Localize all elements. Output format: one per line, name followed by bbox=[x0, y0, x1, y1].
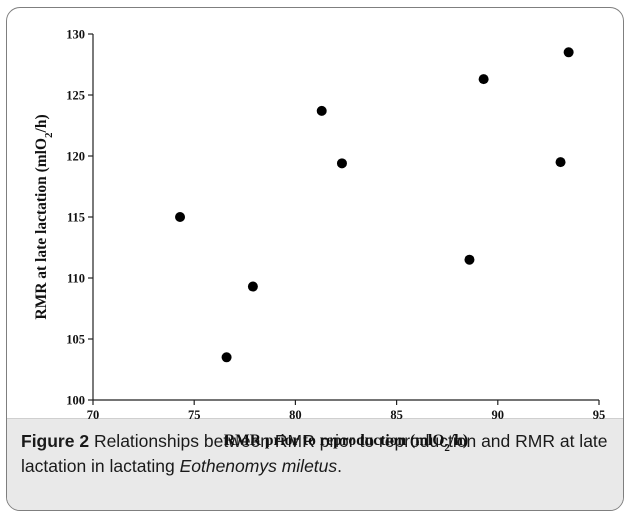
data-points bbox=[175, 47, 574, 363]
data-point bbox=[316, 105, 327, 116]
caption-text: Relationships between RMR prior to repro… bbox=[21, 431, 608, 476]
y-tick-label: 125 bbox=[66, 89, 85, 103]
figure-caption: Figure 2 Relationships between RMR prior… bbox=[21, 429, 611, 479]
y-tick-label: 110 bbox=[67, 272, 85, 286]
y-axis-label: RMR at late lactation (mlO2/h) bbox=[33, 114, 55, 319]
y-tick-label: 115 bbox=[67, 211, 85, 225]
y-axis-ticks: 100 105 110 115 120 125 130 bbox=[66, 28, 93, 408]
caption-label: Figure 2 bbox=[21, 431, 90, 451]
y-tick-label: 105 bbox=[66, 333, 85, 347]
y-tick-label: 100 bbox=[66, 394, 85, 408]
x-axis-label: RMR prior to reproduction (mlO2/h) bbox=[224, 432, 468, 454]
data-point bbox=[478, 74, 489, 85]
caption-end: . bbox=[337, 456, 343, 476]
x-axis-ticks: 70 75 80 85 90 95 bbox=[87, 400, 606, 422]
data-point bbox=[555, 157, 566, 168]
data-point bbox=[175, 212, 186, 222]
y-tick-label: 130 bbox=[66, 28, 85, 42]
figure-caption-area: Figure 2 Relationships between RMR prior… bbox=[7, 418, 623, 510]
data-point bbox=[336, 158, 347, 169]
data-point bbox=[563, 47, 574, 58]
figure-frame: Figure 2 Relationships between RMR prior… bbox=[6, 7, 624, 511]
data-point bbox=[247, 281, 258, 292]
x-tick-label: 90 bbox=[492, 408, 505, 422]
caption-species: Eothenomys miletus bbox=[179, 456, 338, 476]
data-point bbox=[464, 254, 475, 265]
x-tick-label: 70 bbox=[87, 408, 100, 422]
x-tick-label: 75 bbox=[188, 408, 201, 422]
chart-axes bbox=[92, 34, 599, 401]
y-tick-label: 120 bbox=[66, 150, 85, 164]
x-tick-label: 95 bbox=[593, 408, 606, 422]
x-tick-label: 80 bbox=[289, 408, 302, 422]
data-point bbox=[221, 352, 232, 363]
x-tick-label: 85 bbox=[390, 408, 403, 422]
